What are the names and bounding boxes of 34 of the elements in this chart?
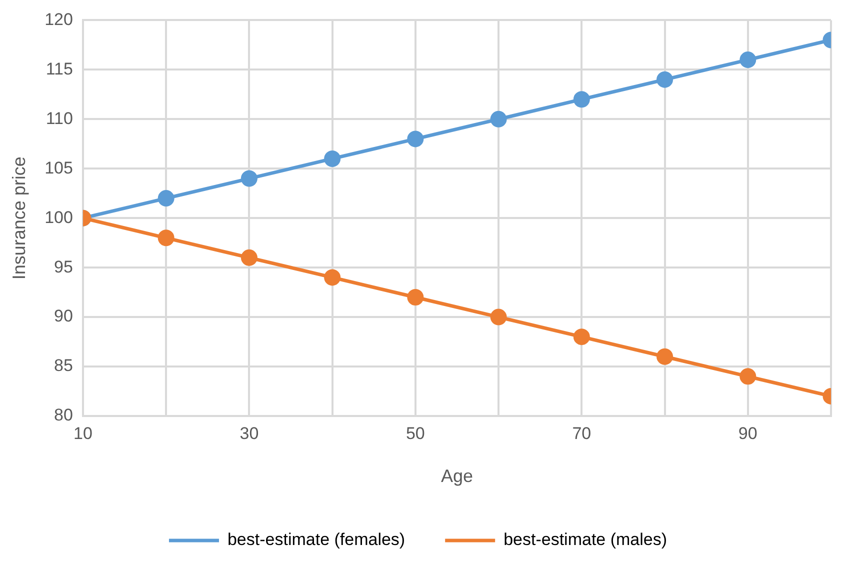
legend-label: best-estimate (males) xyxy=(504,530,668,550)
point xyxy=(656,71,674,88)
y-tick-label: 105 xyxy=(44,158,73,178)
x-tick-label: 10 xyxy=(74,424,92,443)
point xyxy=(407,130,424,148)
x-axis-title: Age xyxy=(440,466,473,486)
x-tick-label: 70 xyxy=(572,424,592,443)
point xyxy=(407,289,424,306)
x-tick-label: 50 xyxy=(406,424,425,443)
point xyxy=(324,269,341,286)
point xyxy=(240,249,258,266)
point xyxy=(573,328,590,346)
y-axis-title: Insurance price xyxy=(8,156,29,280)
legend-label: best-estimate (females) xyxy=(227,530,406,550)
y-tick-label: 100 xyxy=(44,208,73,227)
x-tick-label: 30 xyxy=(240,424,259,443)
point xyxy=(490,308,507,326)
point xyxy=(158,230,174,246)
point xyxy=(490,110,507,128)
y-tick-label: 85 xyxy=(54,356,73,376)
y-tick-label: 90 xyxy=(54,306,73,326)
point xyxy=(740,52,756,68)
point xyxy=(656,348,674,365)
y-tick-label: 80 xyxy=(54,406,73,425)
x-tick-label: 90 xyxy=(738,424,758,443)
point xyxy=(324,150,341,167)
y-tick-label: 110 xyxy=(46,108,73,128)
y-tick-label: 115 xyxy=(46,59,73,78)
point xyxy=(240,170,258,187)
point xyxy=(740,368,756,385)
point xyxy=(158,190,174,207)
point xyxy=(573,91,590,108)
y-tick-label: 95 xyxy=(54,257,73,276)
y-tick-label: 120 xyxy=(44,10,73,29)
